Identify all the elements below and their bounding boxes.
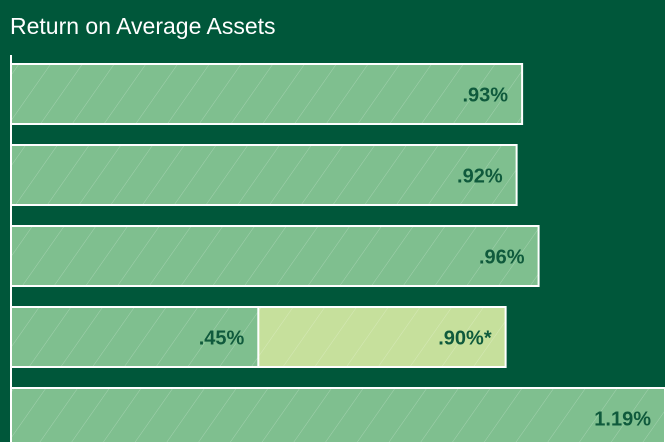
bar-hatch [11, 307, 259, 367]
value-label: .45% [199, 327, 245, 349]
value-label: .92% [457, 165, 503, 187]
chart-title: Return on Average Assets [10, 13, 276, 39]
bar-hatch [11, 145, 517, 205]
value-label: 1.19% [594, 408, 651, 430]
value-label: .90%* [438, 327, 492, 349]
value-label: .96% [479, 246, 525, 268]
bar-hatch [11, 64, 523, 124]
value-label: .93% [463, 84, 509, 106]
bar-hatch [11, 388, 665, 442]
bar-hatch [11, 226, 539, 286]
